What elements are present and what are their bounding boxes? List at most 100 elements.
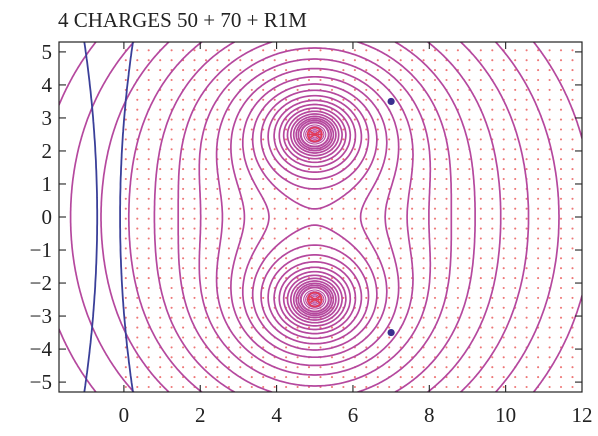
field-dot	[193, 217, 196, 220]
field-dot	[239, 247, 242, 250]
field-dot	[537, 148, 540, 151]
field-dot	[456, 177, 459, 181]
field-dot	[227, 267, 230, 270]
field-dot	[307, 168, 311, 171]
field-dot	[433, 207, 437, 210]
field-dot	[411, 59, 414, 62]
field-dot	[479, 49, 482, 52]
field-dot	[388, 257, 391, 260]
left-blue-curves	[83, 42, 134, 392]
field-dot	[571, 336, 574, 339]
field-dot	[468, 376, 471, 379]
field-dot	[342, 366, 345, 369]
field-dot	[170, 217, 173, 220]
field-dot	[365, 267, 368, 270]
field-dot	[445, 187, 448, 190]
field-dot	[491, 366, 494, 369]
field-dot	[399, 187, 402, 190]
y-tick-label: −5	[30, 370, 52, 394]
field-dot	[250, 197, 253, 200]
field-dot	[571, 88, 574, 91]
field-dot	[216, 69, 219, 72]
field-dot	[433, 158, 437, 161]
field-dot	[468, 98, 471, 101]
field-dot	[433, 257, 437, 260]
field-dot	[433, 277, 437, 280]
field-dot	[537, 88, 540, 91]
field-dot	[342, 356, 345, 359]
field-dot	[479, 286, 482, 290]
field-dot	[204, 227, 208, 230]
equipotential-contours	[59, 42, 582, 392]
field-dot	[388, 207, 391, 210]
field-dot	[433, 267, 437, 270]
field-dot	[388, 296, 391, 299]
field-dot	[136, 59, 139, 62]
field-dot	[422, 59, 425, 62]
field-dot	[559, 227, 563, 230]
field-dot	[411, 207, 414, 210]
field-dot	[537, 128, 540, 131]
field-dot	[239, 336, 242, 339]
field-dot	[273, 197, 276, 200]
field-dot	[285, 197, 288, 200]
field-dot	[376, 88, 379, 91]
field-dot	[559, 306, 563, 309]
field-dot	[365, 385, 368, 389]
field-dot	[182, 247, 185, 250]
field-dot	[147, 376, 150, 379]
field-dot	[537, 346, 540, 349]
field-dot	[537, 59, 540, 62]
field-dot	[353, 257, 356, 260]
field-dot	[216, 326, 219, 329]
field-dot	[296, 88, 299, 91]
field-dot	[273, 69, 276, 72]
field-dot	[571, 277, 574, 280]
field-dot	[227, 257, 230, 260]
field-dot	[559, 376, 563, 379]
field-dot	[182, 316, 185, 319]
field-dot	[525, 128, 528, 131]
field-dot	[239, 177, 242, 181]
field-dot	[433, 118, 437, 121]
field-dot	[491, 296, 494, 299]
field-dot	[399, 98, 402, 101]
field-dot	[365, 376, 368, 379]
field-dot	[159, 158, 162, 161]
field-dot	[124, 296, 127, 299]
contour-line	[251, 83, 378, 351]
field-dot	[479, 217, 482, 220]
field-dot	[147, 257, 150, 260]
field-dot	[525, 78, 528, 82]
field-dot	[319, 376, 322, 379]
field-dot	[433, 168, 437, 171]
field-dot	[170, 138, 173, 141]
field-dot	[170, 49, 173, 52]
field-dot	[399, 336, 402, 339]
field-dot	[159, 296, 162, 299]
field-dot	[285, 385, 288, 389]
field-dot	[193, 267, 196, 270]
field-dot	[571, 237, 574, 240]
field-dot	[136, 336, 139, 339]
field-dot	[548, 385, 551, 389]
field-dot	[216, 385, 219, 389]
field-dot	[433, 346, 437, 349]
field-dot	[456, 267, 459, 270]
field-dot	[216, 316, 219, 319]
field-dot	[147, 336, 150, 339]
x-tick-label: 12	[572, 403, 593, 427]
field-dot	[433, 49, 437, 52]
field-dot	[445, 108, 448, 111]
field-dot	[193, 227, 196, 230]
field-dot	[353, 217, 356, 220]
field-dot	[353, 177, 356, 181]
field-dot	[227, 306, 230, 309]
field-dot	[193, 158, 196, 161]
field-dot	[239, 118, 242, 121]
field-dot	[273, 227, 276, 230]
field-dot	[342, 257, 345, 260]
field-dot	[422, 197, 425, 200]
field-dot	[479, 168, 482, 171]
field-dot	[262, 316, 265, 319]
